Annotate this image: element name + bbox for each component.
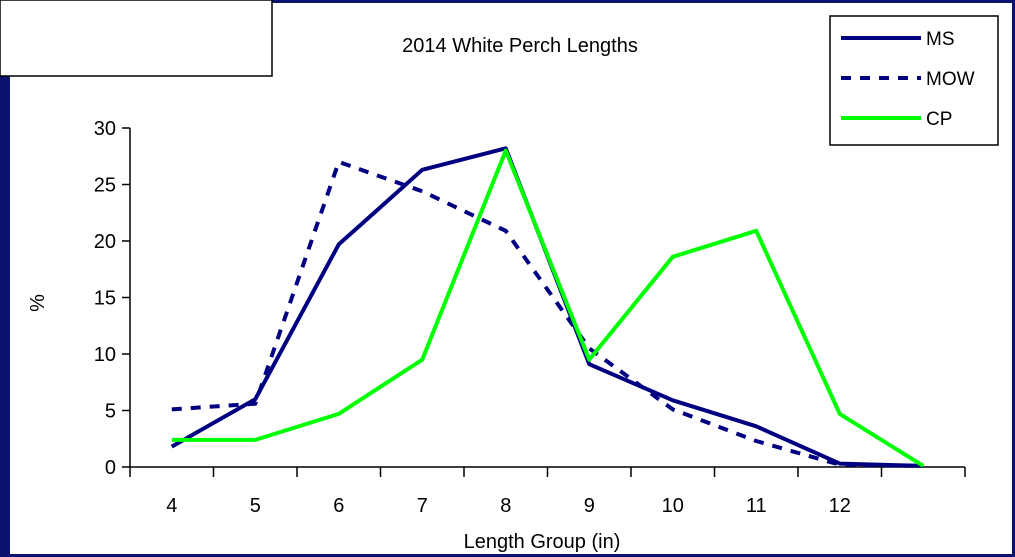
y-tick-label: 30 [94, 118, 116, 140]
y-tick-label: 0 [105, 457, 116, 479]
x-tick-label: 10 [662, 495, 684, 517]
series-lines [170, 146, 925, 468]
x-tick-label: 8 [500, 495, 511, 517]
x-tick-label: 6 [333, 495, 344, 517]
legend-label-cp: CP [926, 109, 952, 130]
x-tick-label: 7 [417, 495, 428, 517]
x-axis-label: Length Group (in) [464, 531, 621, 553]
series-line-mow [171, 159, 924, 468]
x-axis-ticks: 4 5 6 7 8 9 10 11 12 [129, 467, 966, 517]
x-tick-label: 5 [250, 495, 261, 517]
series-line-cp [171, 148, 925, 468]
y-tick-label: 15 [94, 288, 116, 310]
y-axis-ticks: 0 5 10 15 20 25 30 [94, 118, 130, 479]
y-tick-label: 20 [94, 231, 116, 253]
x-tick-label: 9 [584, 495, 595, 517]
y-tick-label: 5 [105, 401, 116, 423]
y-axis-label: % [27, 294, 49, 312]
y-tick-label: 25 [94, 175, 116, 197]
x-tick-label: 11 [746, 495, 767, 517]
x-tick-label: 12 [829, 495, 851, 517]
legend-label-ms: MS [926, 29, 955, 50]
legend-label-mow: MOW [926, 69, 975, 90]
overlay-box [0, 0, 273, 77]
legend: MS MOW CP [829, 15, 999, 146]
chart-title: 2014 White Perch Lengths [402, 35, 638, 57]
y-tick-label: 10 [94, 344, 116, 366]
x-tick-label: 4 [166, 495, 177, 517]
